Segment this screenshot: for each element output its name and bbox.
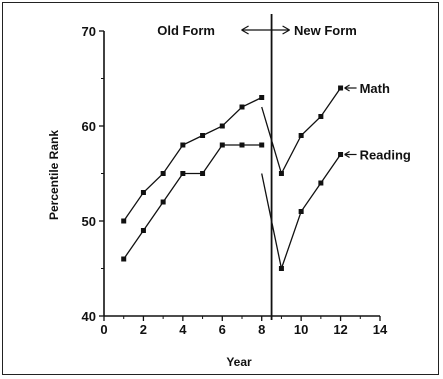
x-tick-label: 2 bbox=[140, 322, 147, 337]
math-point bbox=[219, 123, 225, 129]
math-point bbox=[121, 218, 127, 224]
reading-point bbox=[239, 142, 245, 148]
reading-point bbox=[278, 266, 284, 271]
y-axis-title: Percentile Rank bbox=[47, 130, 61, 220]
math-point bbox=[140, 190, 146, 195]
x-tick-label: 4 bbox=[179, 322, 187, 337]
math-label-arrowhead bbox=[344, 84, 350, 92]
math-point bbox=[318, 114, 324, 119]
math-point bbox=[298, 133, 304, 138]
x-tick-label: 8 bbox=[258, 322, 265, 337]
reading-point bbox=[259, 142, 265, 148]
reading-point bbox=[160, 199, 166, 205]
math-point bbox=[200, 133, 206, 138]
reading-point bbox=[140, 228, 146, 233]
y-tick-label: 70 bbox=[82, 24, 96, 39]
math-point bbox=[160, 171, 166, 176]
y-tick-label: 60 bbox=[82, 119, 96, 134]
reading-line-segment-1 bbox=[123, 144, 262, 260]
form-arrow-left-head bbox=[241, 25, 249, 35]
axes bbox=[103, 14, 380, 320]
reading-point bbox=[180, 171, 186, 176]
math-point bbox=[259, 95, 265, 100]
labels: Math Reading bbox=[344, 81, 411, 163]
x-tick-label: 10 bbox=[294, 322, 308, 337]
series-lines bbox=[121, 85, 344, 271]
reading-label-arrowhead bbox=[344, 150, 350, 159]
y-tick-label: 40 bbox=[82, 309, 96, 324]
reading-point bbox=[338, 152, 344, 157]
x-tick-label: 12 bbox=[333, 322, 347, 337]
math-point bbox=[239, 104, 245, 110]
form-arrow-right-head bbox=[282, 25, 290, 35]
math-series-label: Math bbox=[360, 81, 390, 96]
x-tick-label: 14 bbox=[373, 322, 388, 337]
old-form-label: Old Form bbox=[157, 23, 215, 38]
new-form-label: New Form bbox=[294, 23, 357, 38]
reading-series-label: Reading bbox=[360, 148, 411, 163]
math-point bbox=[180, 142, 186, 148]
reading-point bbox=[318, 180, 324, 186]
reading-point bbox=[219, 142, 225, 148]
reading-point bbox=[121, 256, 127, 262]
ticks: 0 2 4 6 8 10 12 14 40 50 60 70 bbox=[82, 24, 388, 337]
y-tick-label: 50 bbox=[82, 214, 96, 229]
reading-point bbox=[298, 209, 304, 214]
chart-frame bbox=[2, 2, 439, 375]
reading-point bbox=[200, 171, 206, 176]
x-axis-title: Year bbox=[226, 355, 252, 369]
math-line-segment-2 bbox=[261, 87, 342, 176]
x-tick-label: 0 bbox=[100, 322, 107, 337]
math-point bbox=[338, 85, 344, 91]
x-tick-label: 6 bbox=[219, 322, 226, 337]
math-point bbox=[278, 171, 284, 176]
math-line-segment-1 bbox=[123, 96, 262, 222]
